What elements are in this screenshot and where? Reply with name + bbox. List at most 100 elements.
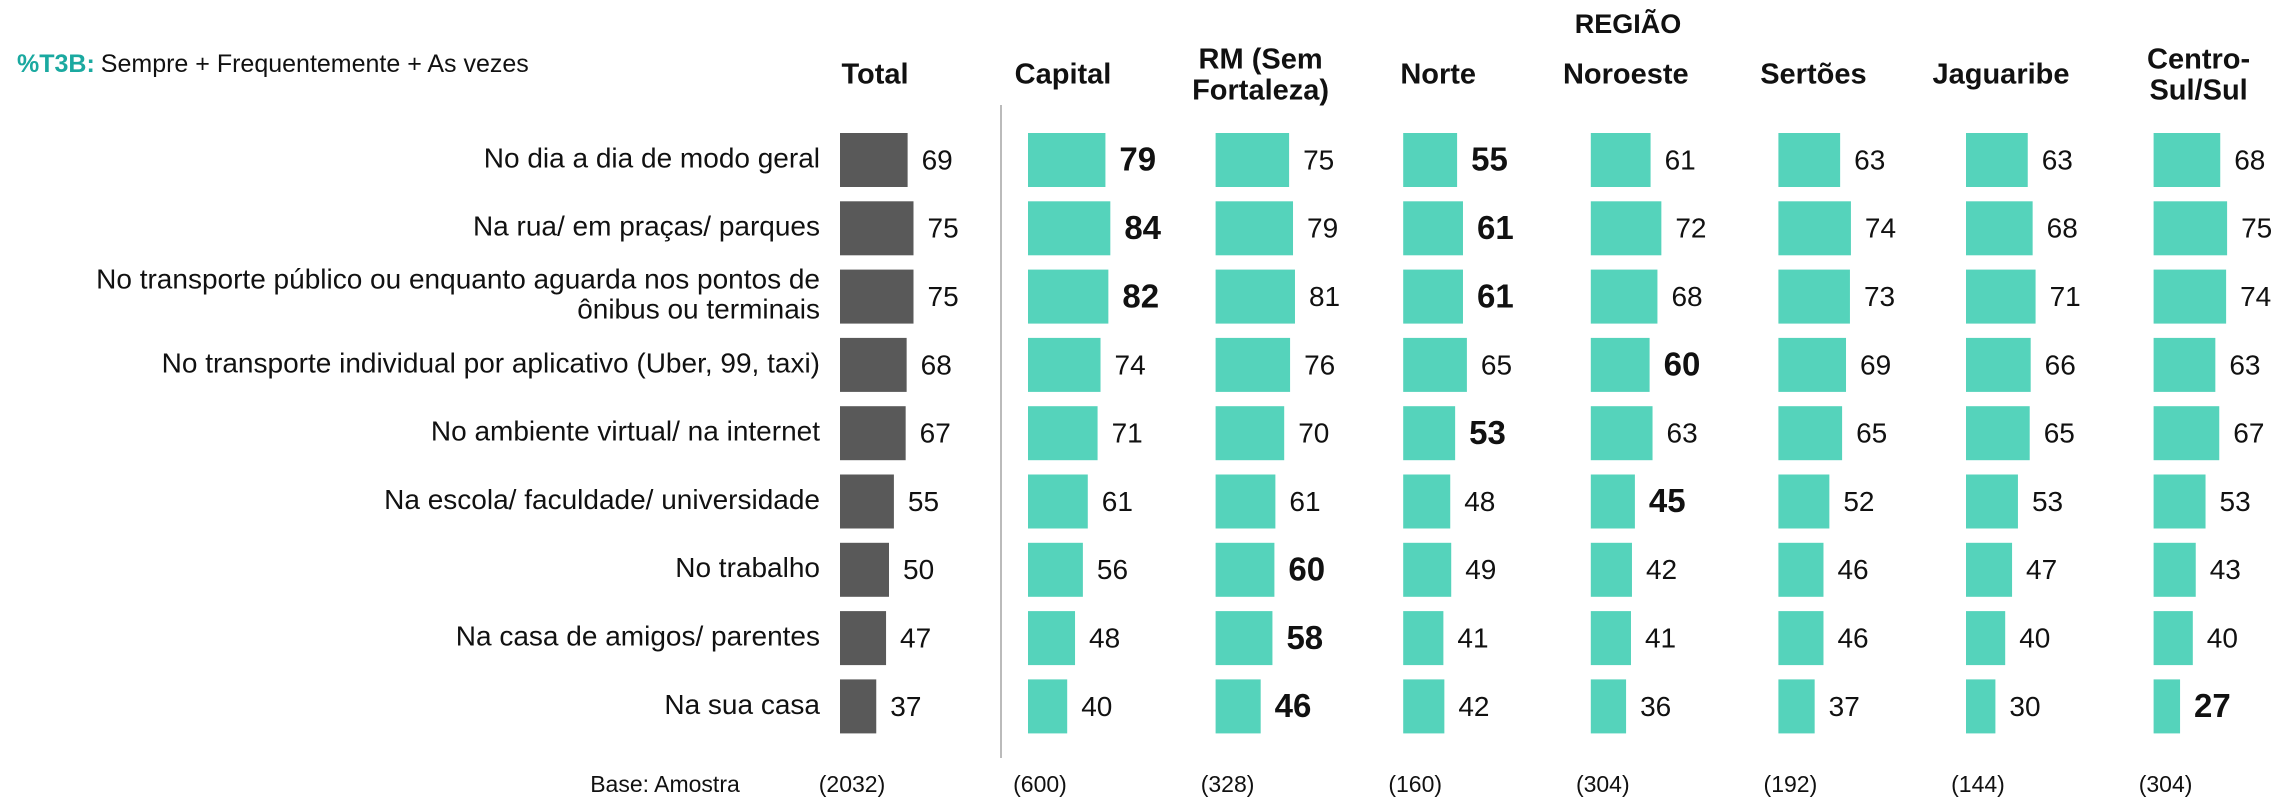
category-label: No ambiente virtual/ na internet <box>431 416 820 447</box>
bar <box>1028 679 1068 734</box>
bar <box>1215 474 1276 529</box>
bar <box>1403 201 1463 256</box>
column-header: Norte <box>1400 59 1476 91</box>
value-label: 45 <box>1649 482 1686 519</box>
value-label: 42 <box>1458 691 1489 722</box>
metric-desc: Sempre + Frequentemente + As vezes <box>101 50 529 78</box>
value-label: 68 <box>2047 213 2078 244</box>
base-value: (304) <box>2139 771 2193 797</box>
bar <box>1215 201 1294 256</box>
bar <box>1215 406 1285 461</box>
bar <box>1403 679 1445 734</box>
bar <box>1778 337 1847 392</box>
value-label: 61 <box>1289 486 1320 517</box>
bar <box>840 474 894 529</box>
value-label: 79 <box>1119 141 1156 178</box>
bar <box>840 201 914 256</box>
value-label: 47 <box>2026 554 2057 585</box>
bar <box>840 611 887 666</box>
value-label: 74 <box>1115 349 1146 380</box>
bar <box>1590 133 1651 187</box>
value-label: 68 <box>1671 281 1702 312</box>
bar <box>1028 337 1101 392</box>
bar <box>1403 474 1451 529</box>
category-label: Na casa de amigos/ parentes <box>456 620 820 651</box>
bar <box>1590 679 1627 734</box>
value-label: 41 <box>1457 622 1488 653</box>
column-header: RM (Sem Fortaleza) <box>1192 43 1329 106</box>
value-label: 37 <box>890 691 921 722</box>
base-value: (144) <box>1951 771 2005 797</box>
bar <box>1778 679 1815 734</box>
value-label: 63 <box>1854 144 1885 175</box>
value-label: 46 <box>1275 687 1312 724</box>
bar <box>1028 406 1098 461</box>
value-label: 55 <box>1471 141 1508 178</box>
bar <box>840 133 908 187</box>
value-label: 49 <box>1465 554 1496 585</box>
base-value: (2032) <box>819 771 885 797</box>
bar <box>1028 474 1088 529</box>
bar <box>1028 269 1109 324</box>
value-label: 79 <box>1307 213 1338 244</box>
bar <box>1966 679 1996 734</box>
value-label: 58 <box>1286 619 1323 656</box>
value-label: 61 <box>1665 144 1696 175</box>
value-label: 72 <box>1675 213 1706 244</box>
value-label: 71 <box>1112 418 1143 449</box>
bar <box>840 679 877 734</box>
bar <box>1966 611 2006 666</box>
bar <box>1403 542 1452 597</box>
value-label: 40 <box>1081 691 1112 722</box>
bar <box>1028 542 1083 597</box>
value-label: 82 <box>1122 277 1159 314</box>
value-label: 67 <box>920 418 951 449</box>
category-label: No transporte público ou enquanto aguard… <box>96 264 820 325</box>
bar <box>1778 474 1830 529</box>
value-label: 76 <box>1304 349 1335 380</box>
bar <box>1590 611 1631 666</box>
value-label: 75 <box>928 281 959 312</box>
value-label: 69 <box>922 144 953 175</box>
category-label: No dia a dia de modo geral <box>484 142 820 173</box>
value-label: 52 <box>1843 486 1874 517</box>
value-label: 60 <box>1664 346 1701 383</box>
bar <box>1403 406 1456 461</box>
category-label: Na rua/ em praças/ parques <box>473 211 820 242</box>
value-label: 40 <box>2019 622 2050 653</box>
value-label: 53 <box>2220 486 2251 517</box>
bar <box>1215 679 1261 734</box>
value-label: 46 <box>1837 554 1868 585</box>
bar <box>1778 269 1850 324</box>
bar <box>1590 542 1632 597</box>
bar <box>1028 133 1106 187</box>
bar <box>1590 406 1653 461</box>
value-label: 40 <box>2207 622 2238 653</box>
bar <box>840 269 914 324</box>
value-label: 81 <box>1309 281 1340 312</box>
value-label: 63 <box>1667 418 1698 449</box>
bar <box>840 406 906 461</box>
bar <box>1778 611 1824 666</box>
value-label: 71 <box>2050 281 2081 312</box>
bar <box>1403 611 1444 666</box>
value-label: 75 <box>2241 213 2272 244</box>
value-label: 68 <box>921 349 952 380</box>
bar <box>1590 474 1635 529</box>
value-label: 27 <box>2194 687 2231 724</box>
bar <box>1403 133 1458 187</box>
bar <box>1778 133 1841 187</box>
column-header: Noroeste <box>1563 59 1689 91</box>
bar <box>2153 679 2181 734</box>
category-label: Na escola/ faculdade/ universidade <box>384 484 820 515</box>
value-label: 73 <box>1864 281 1895 312</box>
value-label: 30 <box>2009 691 2040 722</box>
value-label: 63 <box>2042 144 2073 175</box>
bar <box>1778 201 1851 256</box>
bar <box>1966 269 2036 324</box>
bar <box>1215 133 1290 187</box>
base-label: Base: Amostra <box>590 771 740 797</box>
value-label: 61 <box>1477 209 1514 246</box>
column-header: Sertões <box>1760 59 1866 91</box>
base-value: (304) <box>1576 771 1630 797</box>
